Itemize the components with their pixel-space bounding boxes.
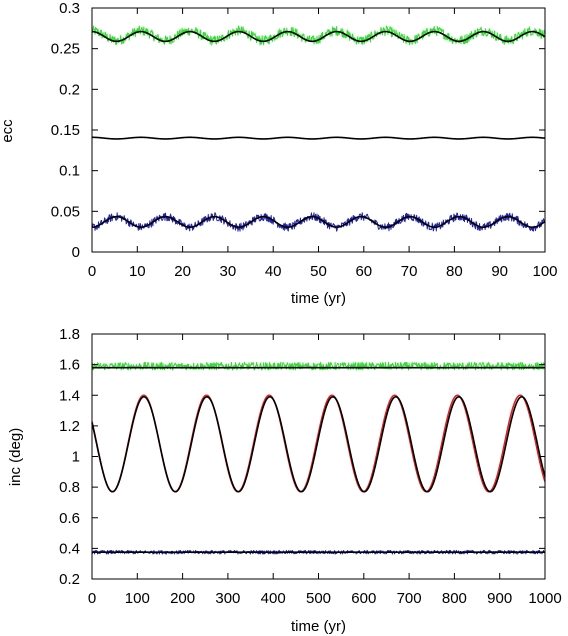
y-tick-label: 0.1 — [59, 163, 80, 180]
x-tick-label: 40 — [265, 263, 282, 280]
series-line-2 — [91, 30, 546, 43]
x-tick-label: 400 — [261, 590, 286, 607]
y-tick-label: 0.8 — [59, 479, 80, 496]
x-tick-label: 200 — [170, 590, 195, 607]
y-axis-title: inc (deg) — [7, 428, 24, 486]
x-tick-label: 100 — [532, 263, 557, 280]
x-tick-label: 90 — [491, 263, 508, 280]
y-axis-title: ecc — [0, 119, 16, 143]
y-tick-label: 0.3 — [59, 0, 80, 17]
x-tick-label: 70 — [401, 263, 418, 280]
x-tick-label: 30 — [220, 263, 237, 280]
y-tick-label: 0.05 — [51, 203, 80, 220]
series-line-1 — [91, 25, 546, 46]
chart-1: 0 10 20 30 40 50 60 70 80 90 100 0 0.05 0.1 0.15 0.2 0.2… — [0, 0, 558, 307]
series-line-5 — [91, 215, 546, 228]
x-tick-label: 10 — [129, 263, 146, 280]
y-tick-label: 0 — [72, 244, 80, 261]
y-tick-label: 1 — [72, 449, 80, 466]
y-tick-label: 0.6 — [59, 510, 80, 527]
y-tick-label: 0.4 — [59, 540, 80, 557]
x-tick-label: 300 — [215, 590, 240, 607]
y-tick-label: 1.6 — [59, 357, 80, 374]
y-tick-label: 0.25 — [51, 41, 80, 58]
x-tick-label: 60 — [355, 263, 372, 280]
x-tick-label: 100 — [125, 590, 150, 607]
x-tick-label: 700 — [397, 590, 422, 607]
y-tick-label: 1.4 — [59, 387, 80, 404]
y-tick-label: 0.2 — [59, 81, 80, 98]
y-tick-label: 0.2 — [59, 571, 80, 588]
x-tick-label: 0 — [88, 263, 96, 280]
x-tick-label: 1000 — [528, 590, 561, 607]
x-tick-label: 50 — [310, 263, 327, 280]
y-tick-label: 0.15 — [51, 122, 80, 139]
x-tick-label: 600 — [351, 590, 376, 607]
y-tick-label: 1.2 — [59, 418, 80, 435]
x-axis-title: time (yr) — [291, 618, 346, 635]
series-line-3 — [91, 136, 546, 140]
x-tick-label: 20 — [174, 263, 191, 280]
x-tick-label: 0 — [88, 590, 96, 607]
x-tick-label: 500 — [306, 590, 331, 607]
x-tick-label: 900 — [487, 590, 512, 607]
series-line-4 — [91, 212, 546, 232]
y-tick-label: 1.8 — [59, 326, 80, 343]
chart-2: 0 100 200 300 400 500 600 700 800 900 1000 0.2 0.4 0.… — [7, 326, 562, 635]
series-line-1 — [91, 361, 546, 371]
x-axis-title: time (yr) — [291, 290, 346, 307]
x-tick-label: 800 — [442, 590, 467, 607]
x-tick-label: 80 — [446, 263, 463, 280]
series-line-4 — [91, 395, 546, 493]
